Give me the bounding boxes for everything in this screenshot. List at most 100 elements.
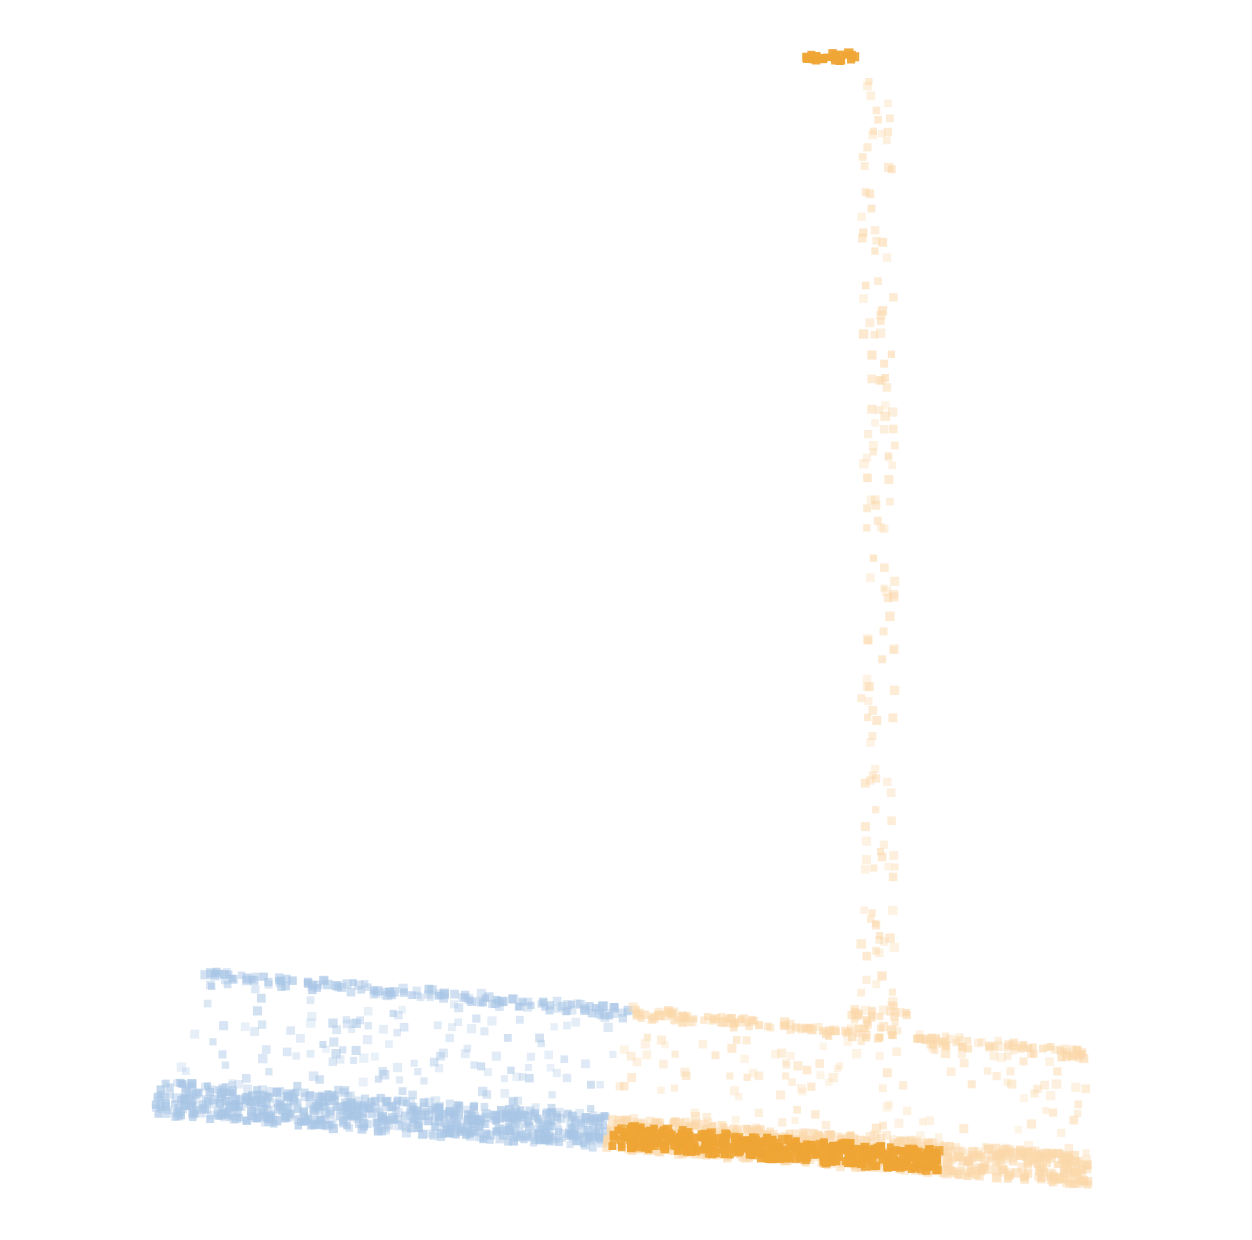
orange-point bbox=[1010, 1047, 1018, 1055]
orange-point bbox=[1030, 1050, 1038, 1058]
blue-point bbox=[601, 1127, 611, 1137]
highlighted-point bbox=[785, 1153, 794, 1162]
blue-point bbox=[257, 1020, 267, 1029]
blue-point bbox=[487, 1016, 497, 1026]
orange-point bbox=[878, 1084, 887, 1093]
orange-point bbox=[1047, 1149, 1057, 1159]
orange-point bbox=[864, 636, 873, 645]
blue-point bbox=[596, 1081, 604, 1089]
blue-point bbox=[308, 985, 317, 995]
blue-point bbox=[535, 1033, 544, 1043]
orange-point bbox=[751, 1125, 762, 1135]
blue-point bbox=[435, 1117, 444, 1126]
blue-point bbox=[506, 1105, 515, 1114]
orange-point bbox=[807, 1082, 816, 1091]
blue-point bbox=[508, 994, 517, 1003]
blue-point bbox=[381, 987, 389, 995]
blue-point bbox=[344, 1110, 353, 1119]
blue-point bbox=[549, 1136, 558, 1145]
blue-point bbox=[333, 1102, 342, 1111]
highlighted-point bbox=[707, 1142, 715, 1150]
orange-point bbox=[777, 1048, 787, 1058]
orange-point bbox=[857, 988, 865, 997]
blue-point bbox=[570, 1119, 581, 1130]
blue-point bbox=[253, 1086, 261, 1094]
orange-point bbox=[872, 946, 880, 955]
orange-point bbox=[892, 1047, 902, 1057]
blue-point bbox=[594, 1133, 604, 1142]
orange-point bbox=[888, 407, 898, 417]
orange-point bbox=[889, 424, 898, 434]
blue-point bbox=[219, 1021, 229, 1031]
blue-point bbox=[161, 1108, 171, 1118]
blue-point bbox=[387, 990, 397, 1000]
blue-point bbox=[541, 1003, 549, 1011]
blue-point bbox=[433, 1021, 442, 1030]
blue-point bbox=[600, 1112, 609, 1120]
blue-point bbox=[211, 969, 219, 977]
orange-point bbox=[993, 1041, 1003, 1051]
orange-point bbox=[864, 1019, 872, 1027]
blue-point bbox=[376, 1093, 385, 1103]
highlighted-point bbox=[685, 1131, 694, 1140]
orange-point bbox=[731, 1115, 740, 1124]
blue-point bbox=[217, 1095, 226, 1104]
highlighted-point bbox=[801, 1155, 810, 1165]
blue-point bbox=[444, 1129, 453, 1138]
highlighted-point bbox=[628, 1134, 639, 1145]
blue-point bbox=[429, 1131, 438, 1140]
blue-point bbox=[498, 1130, 509, 1140]
orange-point bbox=[653, 1146, 662, 1156]
blue-point bbox=[570, 1128, 578, 1137]
orange-point bbox=[786, 1051, 795, 1060]
blue-point bbox=[414, 991, 422, 999]
orange-point bbox=[867, 915, 875, 923]
blue-point bbox=[589, 1114, 597, 1122]
orange-point bbox=[1003, 1078, 1011, 1087]
orange-point bbox=[691, 1112, 701, 1122]
blue-point bbox=[511, 1132, 521, 1142]
orange-point bbox=[834, 1065, 842, 1073]
orange-point bbox=[733, 1124, 743, 1134]
orange-point bbox=[670, 1016, 679, 1025]
orange-point bbox=[1057, 1156, 1066, 1164]
orange-point bbox=[861, 836, 871, 846]
blue-point bbox=[315, 1116, 324, 1125]
highlighted-point bbox=[902, 1147, 912, 1157]
orange-point bbox=[882, 1068, 892, 1078]
orange-point bbox=[960, 1148, 970, 1158]
blue-point bbox=[208, 982, 216, 991]
blue-point bbox=[319, 1115, 329, 1125]
orange-point bbox=[878, 237, 888, 247]
blue-point bbox=[337, 982, 347, 992]
orange-point bbox=[928, 1044, 937, 1053]
blue-point bbox=[353, 1115, 361, 1124]
blue-point bbox=[243, 974, 253, 984]
highlighted-point bbox=[819, 1148, 829, 1158]
blue-point bbox=[228, 1086, 237, 1095]
orange-point bbox=[1053, 1160, 1062, 1169]
orange-point bbox=[889, 685, 900, 695]
orange-point bbox=[1062, 1152, 1070, 1160]
blue-point bbox=[342, 1016, 350, 1024]
blue-point bbox=[583, 1126, 593, 1136]
blue-point bbox=[394, 1011, 403, 1020]
blue-point bbox=[228, 1080, 236, 1089]
orange-point bbox=[887, 1026, 896, 1035]
orange-point bbox=[877, 1163, 888, 1173]
blue-point bbox=[402, 1099, 410, 1107]
orange-point bbox=[858, 233, 867, 243]
blue-point bbox=[450, 1000, 459, 1009]
orange-point bbox=[696, 1150, 705, 1159]
blue-point bbox=[152, 1104, 160, 1112]
orange-point bbox=[862, 975, 871, 984]
blue-point bbox=[384, 1120, 394, 1130]
orange-point bbox=[815, 1059, 825, 1068]
orange-point bbox=[952, 1038, 960, 1047]
highlighted-point bbox=[829, 1141, 837, 1150]
orange-point bbox=[1079, 1054, 1089, 1064]
blue-point bbox=[207, 1099, 217, 1109]
blue-point bbox=[609, 1003, 619, 1013]
orange-point bbox=[974, 1038, 983, 1048]
